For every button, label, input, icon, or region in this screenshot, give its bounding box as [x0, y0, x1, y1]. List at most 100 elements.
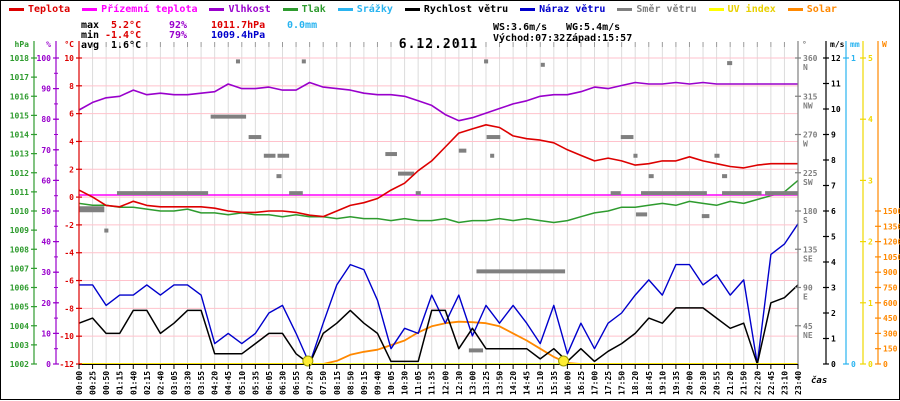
legend-swatch	[520, 8, 536, 11]
svg-text:1008: 1008	[10, 245, 29, 254]
svg-text:0: 0	[831, 360, 836, 369]
svg-text:1: 1	[851, 54, 856, 63]
svg-text:19:10: 19:10	[658, 371, 667, 395]
legend-label: Solar	[806, 4, 837, 15]
legend-item-9: UV index	[708, 4, 776, 15]
stat-wind-gust: WG:5.4m/s	[566, 22, 621, 33]
svg-text:hPa: hPa	[15, 40, 30, 49]
svg-text:270: 270	[803, 131, 818, 140]
legend-label: Náraz větru	[539, 4, 606, 15]
svg-text:11:35: 11:35	[428, 371, 437, 395]
svg-text:17:00: 17:00	[591, 371, 600, 395]
svg-text:40: 40	[41, 238, 51, 247]
svg-text:450: 450	[883, 314, 898, 323]
wind-direction-segments	[79, 59, 798, 353]
svg-text:3: 3	[831, 284, 836, 293]
svg-text:1010: 1010	[10, 207, 29, 216]
svg-text:01:15: 01:15	[116, 371, 125, 395]
legend-swatch	[404, 8, 420, 11]
svg-text:00:50: 00:50	[102, 371, 111, 395]
legend-label: Rychlost větru	[423, 4, 509, 15]
svg-text:150: 150	[883, 345, 898, 354]
svg-text:900: 900	[883, 268, 898, 277]
legend-swatch	[617, 8, 633, 11]
x-axis-label: čas	[811, 375, 827, 386]
svg-text:100: 100	[37, 54, 52, 63]
svg-text:22:20: 22:20	[753, 371, 762, 395]
svg-text:-12: -12	[60, 360, 75, 369]
svg-text:16:25: 16:25	[577, 371, 586, 395]
svg-text:600: 600	[883, 299, 898, 308]
legend-item-6: Rychlost větru	[404, 4, 509, 15]
svg-text:2: 2	[69, 165, 74, 174]
svg-text:2: 2	[868, 238, 873, 247]
svg-text:1013: 1013	[10, 150, 29, 159]
svg-text:1004: 1004	[10, 322, 29, 331]
stat-min-pressure: 1009.4hPa	[211, 30, 266, 41]
svg-text:16:00: 16:00	[563, 371, 572, 395]
svg-text:-2: -2	[64, 221, 74, 230]
svg-text:1200: 1200	[883, 238, 900, 247]
svg-text:1050: 1050	[883, 253, 900, 262]
svg-text:00:25: 00:25	[89, 371, 98, 395]
svg-text:00:00: 00:00	[75, 371, 84, 395]
svg-text:0: 0	[883, 360, 888, 369]
stat-sunrise: Východ:07:32	[493, 33, 566, 44]
svg-text:12:00: 12:00	[441, 371, 450, 395]
svg-text:06:30: 06:30	[278, 371, 287, 395]
svg-text:11:05: 11:05	[414, 371, 423, 395]
svg-text:9: 9	[831, 131, 836, 140]
chart-title: 6.12.2011	[398, 37, 479, 52]
svg-text:10:05: 10:05	[387, 371, 396, 395]
svg-text:225: 225	[803, 169, 818, 178]
svg-text:S: S	[803, 216, 808, 225]
svg-text:21:20: 21:20	[726, 371, 735, 395]
svg-text:4: 4	[69, 137, 74, 146]
svg-text:09:40: 09:40	[373, 371, 382, 395]
svg-text:2: 2	[831, 309, 836, 318]
svg-text:1017: 1017	[10, 73, 29, 82]
svg-text:mm: mm	[850, 40, 860, 49]
axis-hPa: 1002 1003 1004 1005 1006 1007 1008 1009 1010 1011…	[10, 40, 37, 369]
svg-text:14:20: 14:20	[509, 371, 518, 395]
x-tick-labels: 00:00 00:25 00:50 01:15 01:40 02:15 02:40 03:05…	[75, 364, 803, 395]
svg-text:W: W	[882, 40, 887, 49]
svg-text:300: 300	[883, 329, 898, 338]
legend: Teplota Přízemní teplota Vlhkost Tlak Srážky…	[9, 4, 837, 15]
svg-text:-10: -10	[60, 332, 75, 341]
svg-text:1012: 1012	[10, 169, 29, 178]
axis-mm: 0 1 mm	[843, 40, 860, 369]
svg-text:1500: 1500	[883, 207, 900, 216]
svg-text:20: 20	[41, 299, 51, 308]
svg-text:SW: SW	[803, 178, 813, 187]
series-rychlost-vetru	[78, 284, 799, 365]
legend-label: UV index	[727, 4, 776, 15]
svg-text:06:05: 06:05	[265, 371, 274, 395]
legend-item-5: Srážky	[337, 4, 393, 15]
stat-max-humidity: 92%	[169, 20, 188, 31]
stat-max-temp: 5.2°C	[111, 20, 142, 31]
svg-text:5: 5	[831, 233, 836, 242]
legend-swatch	[787, 8, 803, 11]
legend-swatch	[708, 8, 724, 11]
svg-text:23:10: 23:10	[780, 371, 789, 395]
svg-text:NW: NW	[803, 101, 813, 110]
svg-text:23:40: 23:40	[794, 371, 803, 395]
svg-text:SE: SE	[803, 254, 813, 263]
svg-text:315: 315	[803, 92, 818, 101]
svg-text:8: 8	[69, 82, 74, 91]
svg-text:08:15: 08:15	[333, 371, 342, 395]
series-tlak	[78, 179, 799, 224]
stat-min-humidity: 79%	[169, 30, 188, 41]
svg-text:18:45: 18:45	[645, 371, 654, 395]
svg-text:7: 7	[831, 182, 836, 191]
svg-text:17:25: 17:25	[604, 371, 613, 395]
svg-text:8: 8	[831, 156, 836, 165]
legend-item-2: Přízemní teplota	[82, 4, 197, 15]
svg-text:15:35: 15:35	[550, 371, 559, 395]
svg-text:12:30: 12:30	[455, 371, 464, 395]
